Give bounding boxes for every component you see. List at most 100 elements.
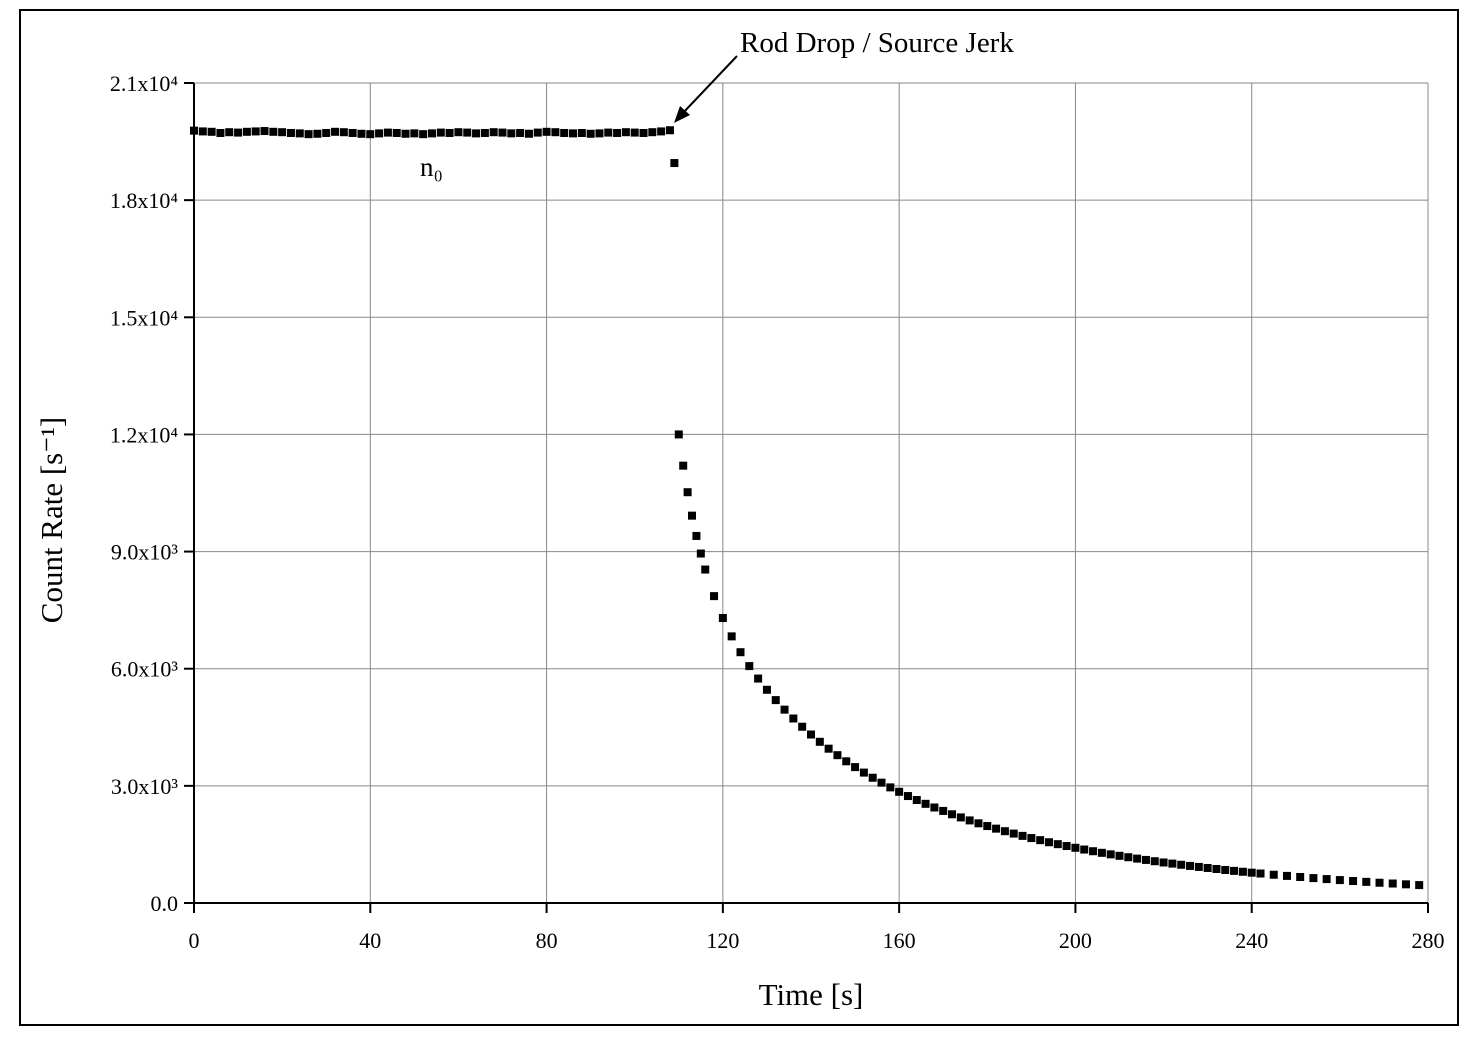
marker bbox=[295, 129, 304, 138]
marker bbox=[507, 129, 516, 138]
marker bbox=[472, 129, 481, 138]
marker bbox=[401, 129, 410, 138]
marker bbox=[1256, 869, 1265, 878]
y-tick-label: 1.8x10⁴ bbox=[110, 188, 179, 213]
marker bbox=[1009, 829, 1018, 838]
marker bbox=[877, 778, 886, 787]
marker bbox=[269, 127, 278, 136]
y-tick-label: 0.0 bbox=[151, 891, 179, 916]
marker bbox=[1141, 855, 1150, 864]
marker bbox=[674, 430, 683, 439]
marker bbox=[1221, 865, 1230, 874]
axes: 0 40 80 120 160 200 240 280 0.0 3.0x10³ 6.0x10³ 9.0… bbox=[110, 71, 1445, 953]
y-axis-label: Count Rate [s⁻¹] bbox=[34, 417, 69, 623]
marker bbox=[939, 806, 948, 815]
marker bbox=[771, 696, 780, 705]
marker bbox=[1309, 874, 1318, 883]
marker bbox=[339, 128, 348, 137]
marker bbox=[789, 714, 798, 723]
marker bbox=[1044, 838, 1053, 847]
marker bbox=[313, 129, 322, 138]
marker bbox=[1053, 840, 1062, 849]
marker bbox=[198, 127, 207, 136]
x-tick-label: 160 bbox=[883, 928, 916, 953]
marker bbox=[569, 129, 578, 138]
marker bbox=[842, 757, 851, 766]
marker bbox=[207, 127, 216, 136]
marker bbox=[1106, 850, 1115, 859]
marker bbox=[1203, 864, 1212, 873]
marker bbox=[1089, 847, 1098, 856]
marker bbox=[1000, 827, 1009, 836]
marker bbox=[1027, 834, 1036, 843]
marker bbox=[824, 744, 833, 753]
marker bbox=[701, 565, 710, 574]
y-tick-label: 3.0x10³ bbox=[111, 774, 179, 799]
marker bbox=[445, 128, 454, 137]
marker bbox=[1282, 871, 1291, 880]
marker bbox=[242, 127, 251, 136]
marker bbox=[251, 127, 260, 136]
marker bbox=[1296, 872, 1305, 881]
marker bbox=[586, 129, 595, 138]
x-tick-label: 0 bbox=[189, 928, 200, 953]
marker bbox=[234, 128, 243, 137]
marker bbox=[498, 128, 507, 137]
marker bbox=[410, 129, 419, 138]
marker bbox=[595, 129, 604, 138]
marker bbox=[657, 127, 666, 136]
marker bbox=[1036, 836, 1045, 845]
marker bbox=[322, 128, 331, 137]
marker bbox=[965, 816, 974, 825]
marker bbox=[621, 128, 630, 137]
marker bbox=[974, 819, 983, 828]
marker bbox=[630, 128, 639, 137]
marker bbox=[1230, 866, 1239, 875]
marker bbox=[1177, 860, 1186, 869]
marker bbox=[1168, 859, 1177, 868]
marker bbox=[1349, 877, 1358, 886]
marker bbox=[304, 130, 313, 139]
marker bbox=[762, 685, 771, 694]
marker bbox=[948, 810, 957, 819]
marker bbox=[956, 813, 965, 822]
marker bbox=[1062, 842, 1071, 851]
marker bbox=[1133, 854, 1142, 863]
marker bbox=[992, 824, 1001, 833]
x-tick-label: 40 bbox=[359, 928, 381, 953]
marker bbox=[560, 128, 569, 137]
marker bbox=[454, 128, 463, 137]
x-axis-label: Time [s] bbox=[759, 977, 864, 1012]
marker bbox=[851, 763, 860, 772]
marker bbox=[895, 787, 904, 796]
marker bbox=[604, 128, 613, 137]
x-tick-label: 120 bbox=[706, 928, 739, 953]
marker bbox=[692, 531, 701, 540]
marker bbox=[1080, 845, 1089, 854]
marker bbox=[1388, 879, 1397, 888]
y-tick-label: 1.5x10⁴ bbox=[110, 305, 179, 330]
x-tick-label: 200 bbox=[1059, 928, 1092, 953]
frame bbox=[19, 9, 1459, 1026]
marker bbox=[727, 632, 736, 641]
marker bbox=[1322, 875, 1331, 884]
x-tick-label: 80 bbox=[536, 928, 558, 953]
marker bbox=[392, 128, 401, 137]
marker bbox=[613, 128, 622, 137]
marker bbox=[489, 128, 498, 137]
marker bbox=[1150, 857, 1159, 866]
marker bbox=[1247, 868, 1256, 877]
marker bbox=[463, 128, 472, 137]
marker bbox=[815, 737, 824, 746]
marker bbox=[1186, 861, 1195, 870]
annotation: n₀ bbox=[420, 152, 443, 182]
marker bbox=[710, 592, 719, 601]
marker bbox=[577, 128, 586, 137]
marker bbox=[375, 129, 384, 138]
marker bbox=[718, 614, 727, 623]
marker bbox=[1238, 867, 1247, 876]
marker bbox=[833, 751, 842, 760]
marker bbox=[1415, 881, 1424, 890]
y-tick-label: 6.0x10³ bbox=[111, 657, 179, 682]
marker bbox=[278, 128, 287, 137]
